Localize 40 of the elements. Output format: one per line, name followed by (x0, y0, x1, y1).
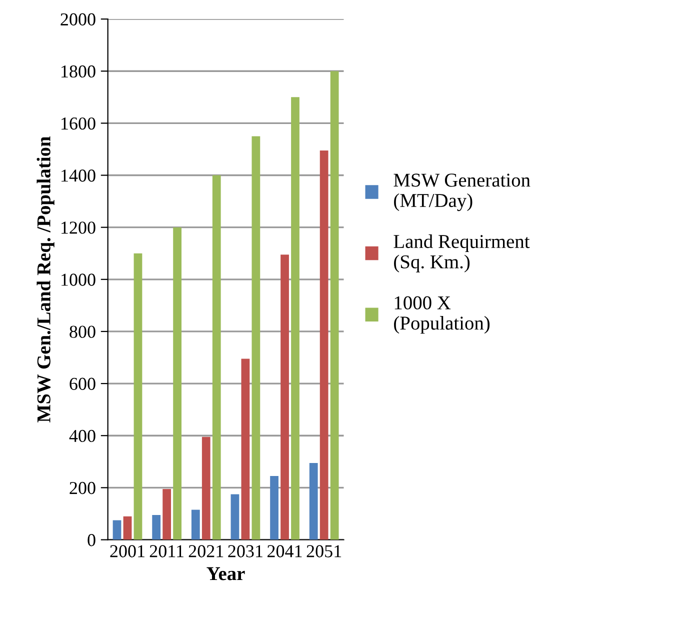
bar (123, 516, 132, 540)
y-axis-title: MSW Gen./Land Req. /Population (36, 136, 54, 422)
bar (330, 71, 339, 540)
bar (134, 253, 142, 540)
y-tick-label: 1800 (62, 65, 96, 78)
legend-label: MSW Generation (MT/Day) (394, 174, 530, 212)
legend-label: Land Requirment (Sq. Km.) (394, 234, 530, 272)
y-tick-label: 1000 (62, 274, 96, 286)
y-tick-label: 600 (70, 378, 96, 390)
bar (241, 358, 250, 540)
bar (112, 520, 122, 540)
x-tick-label: 2051 (306, 545, 342, 558)
legend-label: 1000 X (Population) (394, 296, 490, 334)
y-tick-label: 200 (70, 482, 96, 494)
y-tick-label: 1400 (62, 170, 96, 182)
bar (152, 515, 161, 540)
y-tick-label: 0 (88, 534, 96, 546)
x-tick-label: 2001 (110, 545, 144, 558)
bar (280, 254, 289, 540)
bar (191, 510, 200, 540)
bar (202, 436, 210, 540)
bar (230, 494, 240, 540)
bar (162, 488, 172, 540)
y-tick-label: 1600 (62, 117, 96, 130)
x-tick-label: 2041 (268, 545, 302, 558)
x-tick-label: 2031 (228, 545, 262, 558)
x-tick-label: 2011 (150, 545, 184, 558)
x-tick-label: 2021 (188, 545, 224, 558)
y-tick-label: 800 (70, 326, 96, 338)
bar (212, 175, 221, 540)
y-tick-label: 400 (69, 430, 96, 442)
bar (173, 227, 182, 540)
y-tick-label: 2000 (60, 13, 96, 26)
y-tick-label: 1200 (62, 222, 96, 234)
bar (252, 136, 260, 540)
bar (291, 97, 300, 540)
x-axis-title: Year (206, 567, 245, 580)
bar (309, 462, 318, 540)
bar (320, 150, 328, 540)
bar (270, 476, 278, 540)
